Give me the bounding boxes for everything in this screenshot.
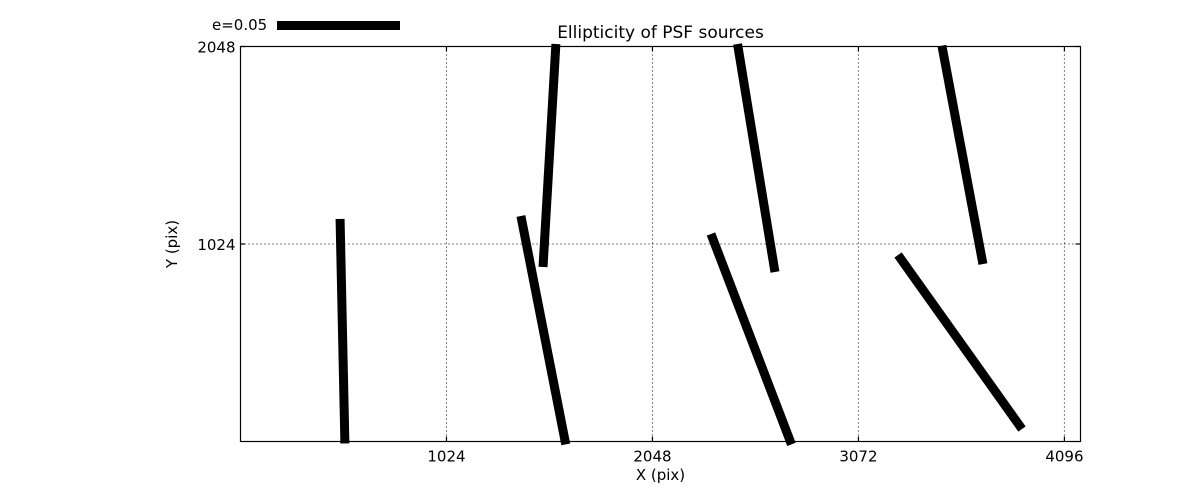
y-tick-label-2048: 2048 [197, 39, 235, 57]
axis-ticks [240, 45, 1081, 442]
chart-title: Ellipticity of PSF sources [557, 23, 764, 43]
tick-labels: 1024 2048 3072 4096 1024 2048 [197, 39, 1083, 466]
x-tick-label-2048: 2048 [633, 448, 671, 466]
x-tick-label-3072: 3072 [839, 448, 877, 466]
x-tick-label-4096: 4096 [1045, 448, 1083, 466]
legend-scale-bar [277, 21, 401, 30]
ellipticity-segment-2 [538, 43, 561, 268]
ellipticity-segment-1 [335, 218, 350, 444]
ellipticity-segment-5 [706, 232, 796, 447]
legend-label: e=0.05 [212, 16, 268, 34]
ellipticity-segment-4 [733, 43, 780, 273]
ellipticity-segment-6 [937, 44, 988, 265]
ellipticity-segment-7 [894, 252, 1026, 432]
x-axis-label: X (pix) [636, 466, 685, 484]
y-axis-label: Y (pix) [163, 219, 181, 269]
legend: e=0.05 [212, 16, 401, 34]
ellipticity-segment-3 [516, 215, 571, 446]
y-tick-label-1024: 1024 [197, 236, 235, 254]
psf-ellipticity-segments [335, 43, 1026, 447]
x-tick-label-1024: 1024 [427, 448, 465, 466]
